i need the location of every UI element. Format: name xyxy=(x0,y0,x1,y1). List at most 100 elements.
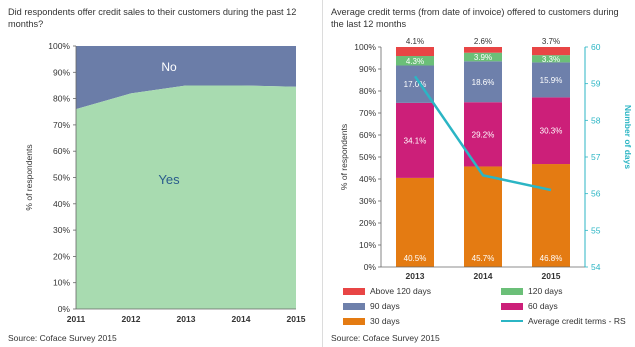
bar-segment xyxy=(396,102,434,178)
x-tick-label: 2013 xyxy=(177,314,196,324)
y-tick-label: 20% xyxy=(359,218,376,228)
legend-item: 30 days xyxy=(343,316,400,326)
data-label: 30.3% xyxy=(540,127,563,136)
bar-segment xyxy=(532,97,570,165)
right-chart-title: Average credit terms (from date of invoi… xyxy=(331,7,619,29)
left-chart-title: Did respondents offer credit sales to th… xyxy=(8,7,297,29)
y-tick-label: 50% xyxy=(359,152,376,162)
y-tick-label: 20% xyxy=(53,251,70,261)
line-average-credit-terms xyxy=(413,75,552,192)
legend-swatch xyxy=(501,320,523,322)
x-tick-label: 2014 xyxy=(232,314,251,324)
bar-segment xyxy=(396,177,434,267)
bar-segment xyxy=(464,166,502,267)
x-tick-label: 2013 xyxy=(406,271,425,280)
data-label: 15.9% xyxy=(540,76,563,85)
y-tick-label: 100% xyxy=(48,41,70,51)
bar-segment xyxy=(532,164,570,267)
data-label: 40.5% xyxy=(404,254,427,263)
area-chart: 0% 10% 20% 30% 40% 50% 60% 70% 80% 90% 100% 2011 201… xyxy=(24,41,306,324)
y-axis-label: % of respondents xyxy=(24,144,34,210)
legend-item: Above 120 days xyxy=(343,286,431,296)
data-label: 4.1% xyxy=(406,37,424,46)
legend-swatch xyxy=(343,287,365,295)
legend-label: 30 days xyxy=(370,316,400,326)
y-tick-label: 0% xyxy=(58,304,71,314)
y-tick-label: 70% xyxy=(53,120,70,130)
legend-label: 60 days xyxy=(528,301,558,311)
y-tick-label: 80% xyxy=(359,86,376,96)
y2-tick-label: 54 xyxy=(591,262,601,272)
legend-item: 90 days xyxy=(343,301,400,311)
stacked-bar-chart: 40.5% 34.1% 17.0% 4.3% 4.1% 45.7% 29.2% 18.6% 3.… xyxy=(339,37,633,280)
data-label: 4.3% xyxy=(406,57,424,66)
data-label: 18.6% xyxy=(472,78,495,87)
bar-segment xyxy=(464,61,502,103)
legend-item: 120 days xyxy=(501,286,563,296)
legend-item: 60 days xyxy=(501,301,558,311)
y-tick-label: 30% xyxy=(53,225,70,235)
legend-item: Average credit terms - RS xyxy=(501,316,626,326)
bar-segment xyxy=(396,47,434,57)
area-yes xyxy=(76,85,296,309)
legend-label: 120 days xyxy=(528,286,563,296)
x-tick-label: 2015 xyxy=(287,314,306,324)
y-axis-label: % of respondents xyxy=(339,124,349,190)
y-tick-label: 10% xyxy=(359,240,376,250)
series-label-no: No xyxy=(161,60,177,74)
y-tick-label: 60% xyxy=(53,146,70,156)
bar-segment xyxy=(532,47,570,56)
right-chart-panel: Average credit terms (from date of invoi… xyxy=(322,0,635,347)
legend-swatch xyxy=(501,287,523,295)
legend-swatch xyxy=(343,302,365,310)
y-tick-label: 50% xyxy=(53,173,70,183)
bar-segment xyxy=(532,55,570,63)
y-tick-label: 0% xyxy=(364,262,377,272)
legend-swatch xyxy=(343,317,365,325)
data-label: 45.7% xyxy=(472,254,495,263)
data-label: 3.3% xyxy=(542,55,560,64)
y-tick-label: 80% xyxy=(53,94,70,104)
data-label: 2.6% xyxy=(474,37,492,46)
y2-tick-label: 60 xyxy=(591,42,601,52)
legend-label: Above 120 days xyxy=(370,286,431,296)
x-tick-label: 2011 xyxy=(67,314,86,324)
y-tick-label: 10% xyxy=(53,278,70,288)
legend-label: 90 days xyxy=(370,301,400,311)
y-tick-label: 90% xyxy=(359,64,376,74)
y2-tick-label: 57 xyxy=(591,152,601,162)
bar-segment xyxy=(464,52,502,62)
legend-swatch xyxy=(501,302,523,310)
bar-segment xyxy=(532,62,570,98)
chart-legend: Above 120 days 120 days 90 days 60 days 30 d… xyxy=(343,286,633,332)
area-no xyxy=(76,46,296,110)
series-label-yes: Yes xyxy=(158,172,180,187)
legend-label: Average credit terms - RS xyxy=(528,316,626,326)
data-label: 17.0% xyxy=(404,80,427,89)
right-chart-source: Source: Coface Survey 2015 xyxy=(331,333,440,343)
left-chart-panel: Did respondents offer credit sales to th… xyxy=(0,0,310,347)
y-tick-label: 30% xyxy=(359,196,376,206)
y2-tick-label: 58 xyxy=(591,115,601,125)
x-tick-label: 2015 xyxy=(542,271,561,280)
y-tick-label: 100% xyxy=(354,42,376,52)
y2-tick-label: 55 xyxy=(591,225,601,235)
data-label: 46.8% xyxy=(540,254,563,263)
data-label: 3.7% xyxy=(542,37,560,46)
bar-segment xyxy=(396,56,434,66)
x-tick-label: 2012 xyxy=(122,314,141,324)
y2-axis-label: Number of days xyxy=(623,105,633,170)
data-label: 29.2% xyxy=(472,130,495,139)
y-tick-label: 40% xyxy=(359,174,376,184)
y-tick-label: 90% xyxy=(53,67,70,77)
y2-tick-label: 56 xyxy=(591,189,601,199)
y2-tick-label: 59 xyxy=(591,79,601,89)
x-tick-label: 2014 xyxy=(474,271,493,280)
y-tick-label: 70% xyxy=(359,108,376,118)
y-tick-label: 40% xyxy=(53,199,70,209)
y-tick-label: 60% xyxy=(359,130,376,140)
data-label: 34.1% xyxy=(404,136,427,145)
data-label: 3.9% xyxy=(474,53,492,62)
bar-segment xyxy=(464,47,502,53)
left-chart-source: Source: Coface Survey 2015 xyxy=(8,333,117,343)
